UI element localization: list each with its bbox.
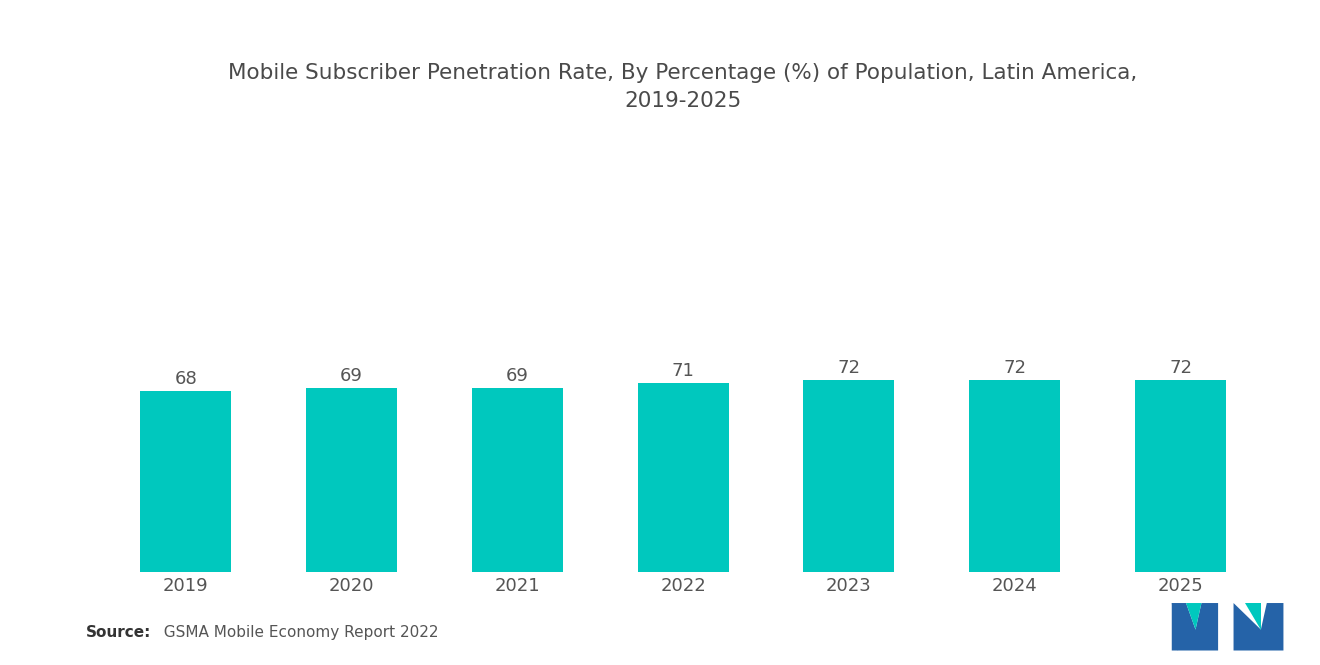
- Text: Source:: Source:: [86, 624, 152, 640]
- Title: Mobile Subscriber Penetration Rate, By Percentage (%) of Population, Latin Ameri: Mobile Subscriber Penetration Rate, By P…: [228, 63, 1138, 112]
- Bar: [638, 383, 729, 572]
- Text: 72: 72: [1003, 359, 1026, 377]
- Polygon shape: [1246, 603, 1261, 630]
- Bar: [140, 391, 231, 572]
- Bar: [1135, 380, 1226, 572]
- Bar: [471, 388, 562, 572]
- Text: GSMA Mobile Economy Report 2022: GSMA Mobile Economy Report 2022: [154, 624, 440, 640]
- Text: 71: 71: [672, 362, 694, 380]
- Polygon shape: [1172, 603, 1196, 650]
- Text: 69: 69: [506, 367, 529, 385]
- Text: 69: 69: [341, 367, 363, 385]
- Bar: [804, 380, 895, 572]
- Text: 68: 68: [174, 370, 197, 388]
- Text: 72: 72: [837, 359, 861, 377]
- Polygon shape: [1172, 603, 1218, 650]
- Bar: [306, 388, 397, 572]
- Text: 72: 72: [1170, 359, 1192, 377]
- Polygon shape: [1185, 603, 1201, 630]
- Polygon shape: [1233, 603, 1283, 650]
- Bar: [969, 380, 1060, 572]
